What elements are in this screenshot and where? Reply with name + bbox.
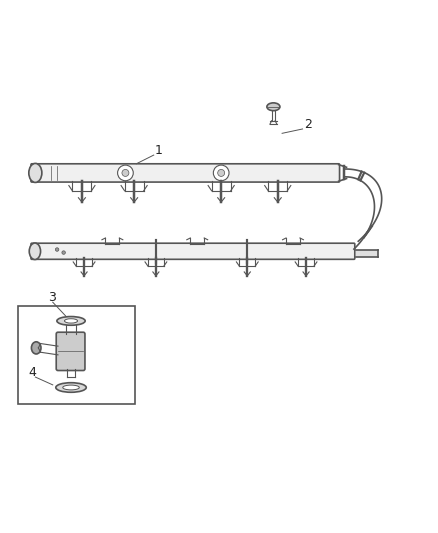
Ellipse shape [32,342,41,354]
FancyBboxPatch shape [31,243,355,260]
Circle shape [117,165,133,181]
Ellipse shape [29,243,41,260]
Text: 1: 1 [155,144,162,157]
Ellipse shape [56,383,86,392]
Bar [18,305,135,403]
Circle shape [62,251,65,254]
Ellipse shape [29,164,42,182]
FancyBboxPatch shape [56,332,85,370]
Ellipse shape [267,103,280,111]
Ellipse shape [63,385,79,390]
Circle shape [218,169,225,176]
Ellipse shape [64,319,78,323]
FancyBboxPatch shape [31,164,339,182]
Text: 2: 2 [304,118,312,131]
Text: 4: 4 [29,366,37,379]
Bar [356,250,378,257]
Circle shape [122,169,129,176]
Circle shape [55,248,59,251]
Text: 3: 3 [48,292,56,304]
Ellipse shape [57,317,85,325]
Circle shape [213,165,229,181]
